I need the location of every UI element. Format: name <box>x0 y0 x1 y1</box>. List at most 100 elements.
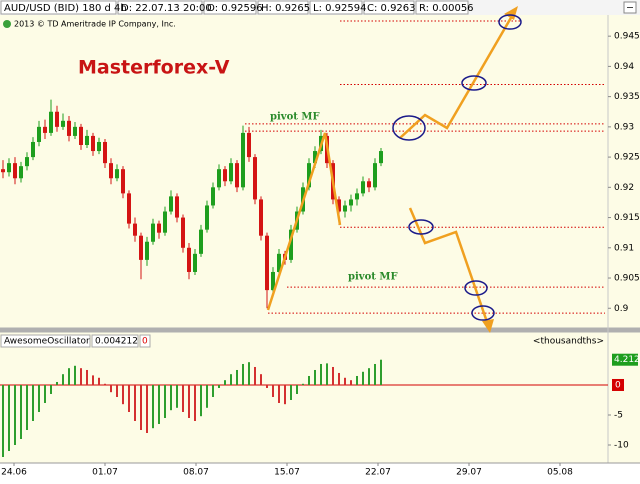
oscillator-bar <box>92 375 94 385</box>
oscillator-bar <box>272 384 274 397</box>
oscillator-bar <box>254 366 256 385</box>
candle-body <box>259 199 263 236</box>
oscillator-bar <box>356 375 358 385</box>
oscillator-bar <box>152 384 154 429</box>
candle-body <box>109 163 113 179</box>
candle-body <box>271 271 275 291</box>
oscillator-bar <box>284 384 286 405</box>
candle-body <box>175 196 179 218</box>
y-tick-label: 0.93 <box>614 122 634 132</box>
oscillator-bar <box>2 384 4 457</box>
candle-body <box>343 205 347 212</box>
y-tick-label: 0.935 <box>614 92 640 102</box>
target-ellipse <box>471 305 495 321</box>
annotation: pivot MF <box>270 112 320 123</box>
oscillator-bar <box>224 380 226 385</box>
oscillator-bar <box>260 374 262 385</box>
y-tick-label: 0.915 <box>614 213 640 223</box>
projection-down <box>408 207 489 323</box>
oscillator-bar <box>50 384 52 394</box>
oscillator-bar <box>296 384 298 394</box>
oscillator-bar <box>302 383 304 385</box>
candle-body <box>25 157 29 167</box>
oscillator-bar <box>332 366 334 385</box>
open: O: 0.92596 <box>207 3 263 14</box>
oscillator-bar <box>344 377 346 385</box>
candle-body <box>205 205 209 230</box>
candle-body <box>127 193 131 224</box>
date: D: 22.07.13 20:00 <box>121 3 212 14</box>
cell <box>0 0 117 15</box>
annotation: pivot MF <box>348 272 398 283</box>
y-tick-label: -5 <box>614 410 623 420</box>
oscillator-bar <box>200 384 202 417</box>
oscillator-bar <box>188 384 190 418</box>
candle-body <box>61 120 65 127</box>
zero-label: 0 <box>615 380 621 390</box>
x-tick-label: 24.06 <box>1 468 27 478</box>
target-ellipse <box>498 14 522 30</box>
oscillator-bar <box>164 384 166 418</box>
candle-body <box>379 151 383 164</box>
candle-body <box>169 196 173 212</box>
oscillator-bar <box>350 380 352 385</box>
candle-body <box>277 253 281 272</box>
high: H: 0.9265 <box>261 3 310 14</box>
annotation-shapes <box>266 6 522 333</box>
candle-body <box>199 229 203 254</box>
cell <box>309 0 363 15</box>
oscillator-bar <box>230 374 232 385</box>
cell <box>415 0 469 15</box>
oscillator-bar <box>194 384 196 421</box>
candle-body <box>73 126 77 136</box>
candle-body <box>49 111 53 133</box>
y-tick-label: 0.91 <box>614 243 634 253</box>
oscillator-bar <box>308 375 310 385</box>
oscillator-bar <box>44 384 46 403</box>
oscillator-bar <box>338 372 340 385</box>
y-tick-label: 0.945 <box>614 32 640 42</box>
target-ellipse <box>461 75 487 91</box>
oscillator-bar <box>212 384 214 397</box>
candle-body <box>1 169 5 173</box>
candle-body <box>241 132 245 188</box>
close: C: 0.9263 <box>367 3 416 14</box>
candle-body <box>151 223 155 242</box>
candle-body <box>43 126 47 133</box>
candle-body <box>85 135 89 145</box>
candle-body <box>373 163 377 188</box>
candle-body <box>79 126 83 145</box>
arrow-head <box>482 319 494 333</box>
x-tick-label: 05.08 <box>547 468 573 478</box>
oscillator-bar <box>110 384 112 393</box>
candle-body <box>265 235 269 291</box>
oscillator-bar <box>362 371 364 385</box>
candle-body <box>217 169 221 188</box>
candle-body <box>223 169 227 182</box>
oscillator-units: <thousandths> <box>533 337 604 347</box>
candle-body <box>19 166 23 179</box>
candle-body <box>139 235 143 260</box>
oscillator-bar <box>248 362 250 385</box>
y-tick-label: -10 <box>614 440 629 450</box>
symbol: AUD/USD (BID) 180 d 4h <box>4 3 127 14</box>
candle-body <box>253 157 257 200</box>
candle-body <box>187 247 191 272</box>
oscillator-bar <box>80 368 82 385</box>
oscillator-bar <box>68 368 70 385</box>
y-tick-label: 0.92 <box>614 183 634 193</box>
time-axis <box>0 463 640 480</box>
candle-body <box>91 135 95 152</box>
oscillator-bar <box>236 369 238 385</box>
wave-line <box>266 132 342 311</box>
arrow-head <box>504 6 518 20</box>
candle-body <box>361 181 365 194</box>
oscillator-bar <box>374 363 376 385</box>
oscillator-bar <box>62 374 64 385</box>
candle-body <box>211 187 215 206</box>
oscillator-signal: 0 <box>142 337 148 347</box>
candle-body <box>13 163 17 179</box>
oscillator-bar <box>158 384 160 424</box>
candle-body <box>337 199 341 212</box>
logo-icon <box>3 20 11 28</box>
